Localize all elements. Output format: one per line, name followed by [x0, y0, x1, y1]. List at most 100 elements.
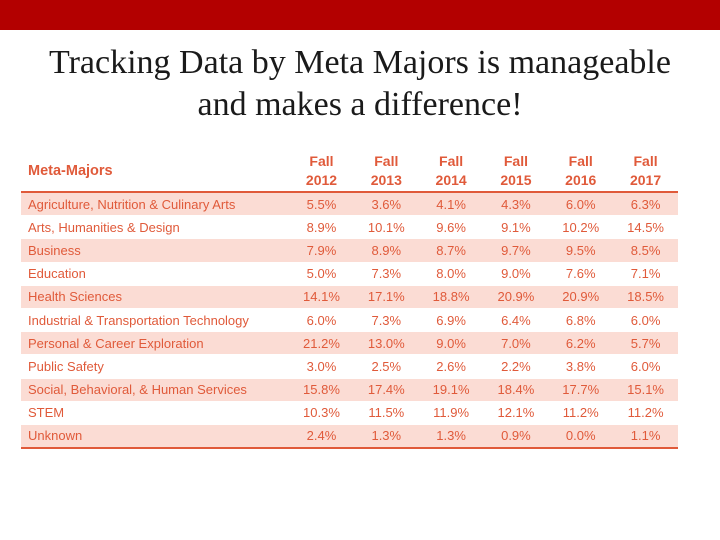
- percentage-cell: 6.3%: [613, 192, 678, 217]
- percentage-cell: 6.0%: [289, 308, 354, 333]
- column-header-term: Fall: [439, 153, 464, 169]
- percentage-cell: 0.9%: [483, 424, 549, 450]
- percentage-cell: 21.2%: [289, 331, 354, 356]
- column-header-year: Fall 2017: [613, 150, 678, 193]
- column-header-year-number: 2012: [305, 172, 338, 188]
- meta-major-name: Agriculture, Nutrition & Culinary Arts: [21, 192, 290, 217]
- percentage-cell: 13.0%: [353, 331, 419, 356]
- percentage-cell: 6.0%: [613, 308, 678, 333]
- table-header-row: Meta-Majors Fall 2012 Fall 2013 Fall 2014 Fall…: [21, 150, 678, 193]
- column-header-year: Fall 2016: [548, 150, 614, 193]
- percentage-cell: 1.3%: [353, 424, 419, 450]
- slide-title: Tracking Data by Meta Majors is manageab…: [0, 42, 720, 126]
- percentage-cell: 17.1%: [353, 285, 419, 309]
- meta-major-name: Industrial & Transportation Technology: [21, 308, 290, 333]
- percentage-cell: 8.9%: [353, 238, 419, 263]
- column-header-year-number: 2016: [565, 172, 597, 188]
- percentage-cell: 5.0%: [289, 262, 354, 286]
- percentage-cell: 9.5%: [548, 238, 614, 263]
- column-header-year-number: 2017: [629, 172, 662, 188]
- percentage-cell: 2.2%: [483, 354, 549, 379]
- table-row: STEM 10.3% 11.5% 11.9% 12.1% 11.2% 11.2%: [21, 401, 678, 425]
- percentage-cell: 14.1%: [289, 285, 354, 309]
- table-row: Unknown 2.4% 1.3% 1.3% 0.9% 0.0% 1.1%: [21, 424, 678, 450]
- table-row: Health Sciences 14.1% 17.1% 18.8% 20.9% 20.9%…: [21, 285, 678, 309]
- meta-major-name: Health Sciences: [21, 285, 290, 309]
- percentage-cell: 5.5%: [289, 192, 354, 217]
- percentage-cell: 2.5%: [353, 354, 419, 379]
- percentage-cell: 7.1%: [613, 262, 678, 286]
- percentage-cell: 9.0%: [418, 331, 484, 356]
- table-row: Education 5.0% 7.3% 8.0% 9.0% 7.6% 7.1%: [21, 262, 678, 286]
- column-header-term: Fall: [633, 153, 658, 169]
- percentage-cell: 11.2%: [613, 401, 678, 425]
- percentage-cell: 10.1%: [353, 215, 419, 240]
- percentage-cell: 15.1%: [613, 378, 678, 402]
- meta-major-name: Unknown: [21, 424, 290, 450]
- column-header-term: Fall: [568, 153, 593, 169]
- meta-majors-table-container: Meta-Majors Fall 2012 Fall 2013 Fall 2014 Fall…: [21, 150, 678, 450]
- percentage-cell: 9.7%: [483, 238, 549, 263]
- percentage-cell: 10.2%: [548, 215, 614, 240]
- percentage-cell: 7.6%: [548, 262, 614, 286]
- percentage-cell: 4.1%: [418, 192, 484, 217]
- percentage-cell: 7.9%: [289, 238, 354, 263]
- column-header-year-number: 2013: [370, 172, 402, 188]
- table-row: Personal & Career Exploration 21.2% 13.0% 9…: [21, 331, 678, 356]
- percentage-cell: 8.5%: [613, 238, 678, 263]
- column-header-meta-majors: Meta-Majors: [21, 150, 290, 193]
- percentage-cell: 20.9%: [548, 285, 614, 309]
- percentage-cell: 3.0%: [289, 354, 354, 379]
- percentage-cell: 6.9%: [418, 308, 484, 333]
- table-body: Agriculture, Nutrition & Culinary Arts 5.…: [21, 192, 678, 450]
- percentage-cell: 3.6%: [353, 192, 419, 217]
- table-row: Industrial & Transportation Technology 6.…: [21, 308, 678, 333]
- percentage-cell: 17.7%: [548, 378, 614, 402]
- percentage-cell: 8.0%: [418, 262, 484, 286]
- column-header-year: Fall 2015: [483, 150, 549, 193]
- percentage-cell: 12.1%: [483, 401, 549, 425]
- percentage-cell: 8.9%: [289, 215, 354, 240]
- percentage-cell: 19.1%: [418, 378, 484, 402]
- percentage-cell: 4.3%: [483, 192, 549, 217]
- percentage-cell: 18.5%: [613, 285, 678, 309]
- column-header-term: Fall: [309, 153, 334, 169]
- percentage-cell: 6.8%: [548, 308, 614, 333]
- percentage-cell: 6.4%: [483, 308, 549, 333]
- percentage-cell: 7.0%: [483, 331, 549, 356]
- percentage-cell: 1.1%: [613, 424, 678, 450]
- table-row: Business 7.9% 8.9% 8.7% 9.7% 9.5% 8.5%: [21, 238, 678, 263]
- percentage-cell: 2.4%: [289, 424, 354, 450]
- slide-top-bar: [0, 0, 720, 30]
- percentage-cell: 6.0%: [613, 354, 678, 379]
- column-header-year: Fall 2012: [289, 150, 354, 193]
- percentage-cell: 9.1%: [483, 215, 549, 240]
- percentage-cell: 7.3%: [353, 308, 419, 333]
- meta-major-name: Education: [21, 262, 290, 286]
- percentage-cell: 8.7%: [418, 238, 484, 263]
- percentage-cell: 11.5%: [353, 401, 419, 425]
- percentage-cell: 3.8%: [548, 354, 614, 379]
- meta-major-name: Personal & Career Exploration: [21, 331, 290, 356]
- percentage-cell: 17.4%: [353, 378, 419, 402]
- slide-title-line-1: Tracking Data by Meta Majors is manageab…: [49, 44, 671, 81]
- percentage-cell: 15.8%: [289, 378, 354, 402]
- percentage-cell: 10.3%: [289, 401, 354, 425]
- percentage-cell: 5.7%: [613, 331, 678, 356]
- percentage-cell: 14.5%: [613, 215, 678, 240]
- percentage-cell: 6.0%: [548, 192, 614, 217]
- percentage-cell: 18.8%: [418, 285, 484, 309]
- percentage-cell: 6.2%: [548, 331, 614, 356]
- meta-major-name: Social, Behavioral, & Human Services: [21, 378, 290, 402]
- percentage-cell: 1.3%: [418, 424, 484, 450]
- percentage-cell: 2.6%: [418, 354, 484, 379]
- table-row: Public Safety 3.0% 2.5% 2.6% 2.2% 3.8% 6.0%: [21, 354, 678, 379]
- column-header-year: Fall 2013: [353, 150, 419, 193]
- percentage-cell: 11.9%: [418, 401, 484, 425]
- meta-major-name: Business: [21, 238, 290, 263]
- percentage-cell: 9.6%: [418, 215, 484, 240]
- percentage-cell: 9.0%: [483, 262, 549, 286]
- percentage-cell: 20.9%: [483, 285, 549, 309]
- meta-major-name: Arts, Humanities & Design: [21, 215, 290, 240]
- meta-major-name: STEM: [21, 401, 290, 425]
